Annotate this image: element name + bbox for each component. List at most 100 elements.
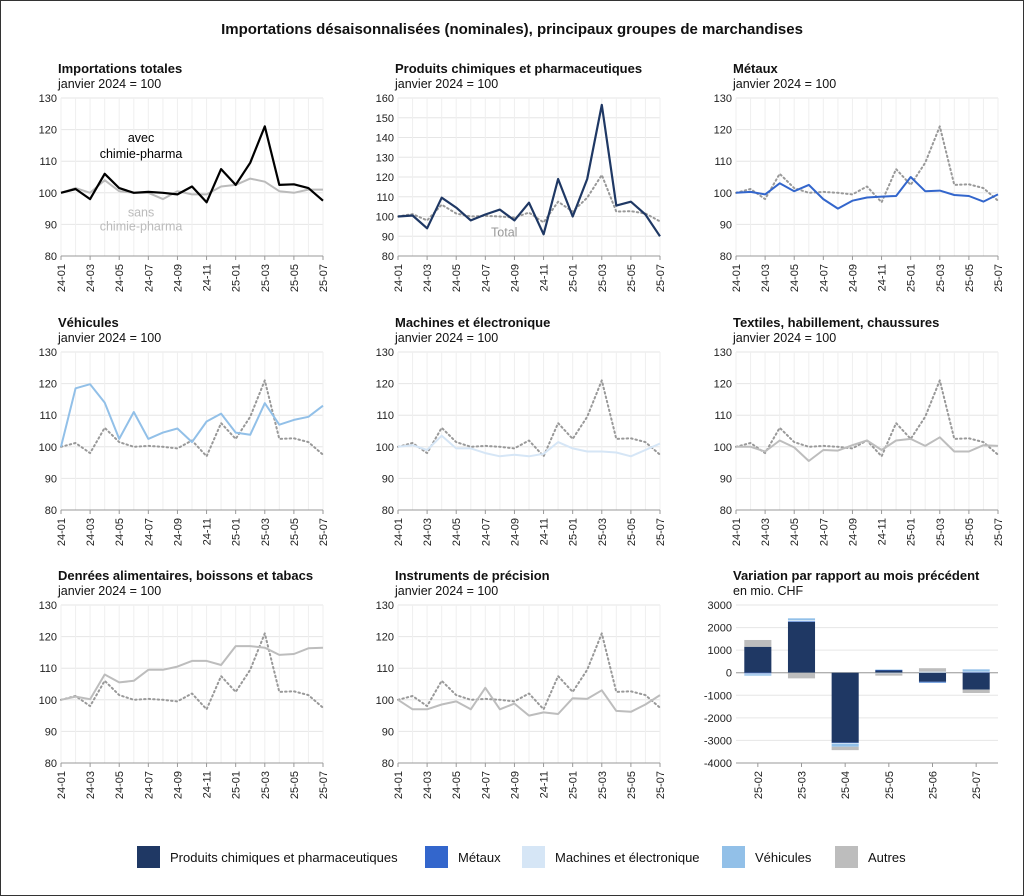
x-tick-label: 25-03 [597,264,609,292]
x-tick-label: 25-05 [884,771,896,799]
x-tick-label: 25-01 [231,518,243,546]
y-tick-label: 120 [39,379,57,391]
x-tick-label: 25-01 [231,264,243,292]
x-tick-label: 24-11 [202,771,214,798]
y-tick-label: 100 [376,695,394,707]
y-tick-label: 80 [45,505,57,517]
panel-7: Denrées alimentaires, boissons et tabacs… [39,568,330,799]
x-tick-label: 25-01 [568,771,580,799]
bar-segment [787,620,816,622]
bar-segment [875,670,903,671]
y-tick-label: 130 [376,347,394,359]
panel-title: Machines et électronique [395,315,550,330]
x-tick-label: 25-05 [964,264,976,292]
y-tick-label: -3000 [704,735,732,747]
y-tick-label: 130 [39,93,57,105]
series-line [735,176,999,210]
bar-segment [831,743,859,747]
x-tick-label: 24-03 [760,518,772,546]
y-tick-label: 3000 [708,600,732,612]
x-tick-label: 25-03 [260,518,272,546]
x-tick-label: 25-02 [753,771,765,799]
x-tick-label: 24-11 [202,264,214,291]
series-line [735,125,999,204]
x-tick-label: 25-05 [626,264,638,292]
y-tick-label: 90 [720,219,732,231]
panel-subtitle: janvier 2024 = 100 [57,331,161,345]
x-tick-label: 24-05 [114,264,126,292]
bar-segment [744,673,772,675]
x-tick-label: 24-01 [56,264,68,292]
x-tick-label: 24-03 [85,771,97,799]
y-tick-label: 160 [376,93,394,105]
bar-segment [831,743,859,744]
x-tick-label: 24-03 [85,518,97,546]
y-tick-label: 110 [376,410,394,422]
bar-segment [962,689,990,694]
x-tick-label: 24-09 [172,771,184,799]
legend-swatch [722,846,745,868]
y-tick-label: 80 [45,758,57,770]
x-tick-label: 25-03 [935,518,947,546]
annotation-label: sans [128,206,154,220]
bar-segment [831,742,859,744]
series-line [736,436,999,462]
panel-title: Textiles, habillement, chaussures [733,315,939,330]
x-tick-label: 24-03 [760,264,772,292]
x-tick-label: 24-01 [393,518,405,546]
x-tick-label: 25-05 [964,518,976,546]
y-tick-label: 130 [39,347,57,359]
panel-2: Produits chimiques et pharmaceutiquesjan… [376,61,667,292]
y-tick-label: 120 [39,125,57,137]
x-tick-label: 24-11 [539,518,551,545]
x-tick-label: 25-03 [935,264,947,292]
y-tick-label: 90 [382,726,394,738]
x-tick-label: 24-03 [422,771,434,799]
y-tick-label: 110 [39,410,57,422]
bar-segment [962,672,990,673]
bar-segment [831,672,859,743]
legend: Produits chimiques et pharmaceutiques Mét… [137,846,906,868]
x-tick-label: 24-03 [422,518,434,546]
x-tick-label: 25-03 [260,771,272,799]
y-tick-label: 80 [720,251,732,263]
bar-segment [787,618,816,621]
x-tick-label: 24-11 [539,264,551,291]
legend-label: Produits chimiques et pharmaceutiques [170,850,398,865]
x-tick-label: 25-07 [993,264,1005,292]
annotation-label: chimie-pharma [100,147,183,161]
legend-label: Autres [868,850,906,865]
panel-9: Variation par rapport au mois précédente… [704,568,998,799]
x-tick-label: 25-07 [971,771,983,799]
x-tick-label: 25-03 [260,264,272,292]
series-line [60,632,324,711]
x-tick-label: 24-01 [56,518,68,546]
legend-swatch [522,846,545,868]
x-tick-label: 24-03 [422,264,434,292]
bar-segment [918,671,947,673]
bar-segment [744,674,772,676]
panel-subtitle: janvier 2024 = 100 [732,77,836,91]
x-tick-label: 24-01 [731,518,743,546]
x-tick-label: 25-03 [797,771,809,799]
panel-subtitle: janvier 2024 = 100 [394,77,498,91]
y-tick-label: 130 [376,600,394,612]
y-tick-label: 100 [714,442,732,454]
panel-subtitle: en mio. CHF [733,584,804,598]
y-tick-label: 80 [382,505,394,517]
bar-segment [918,682,947,683]
y-tick-label: 90 [45,219,57,231]
y-tick-label: 100 [376,212,394,224]
x-tick-label: 24-09 [509,518,521,546]
x-tick-label: 24-05 [789,264,801,292]
x-tick-label: 25-03 [597,771,609,799]
x-tick-label: 25-07 [318,518,330,546]
x-tick-label: 24-09 [509,264,521,292]
x-tick-label: 24-05 [451,264,463,292]
x-tick-label: 25-05 [289,264,301,292]
x-tick-label: 24-11 [539,771,551,798]
series-line [397,174,661,224]
y-tick-label: 150 [376,113,394,125]
x-tick-label: 24-11 [202,518,214,545]
